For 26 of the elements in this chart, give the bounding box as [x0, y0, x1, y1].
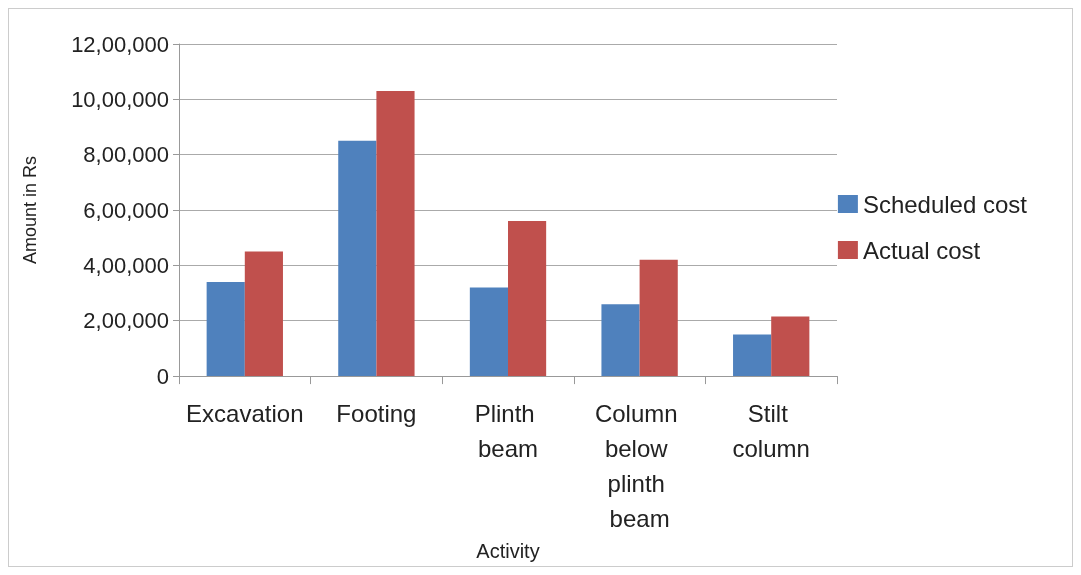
y-tick-label: 10,00,000 [71, 86, 169, 112]
legend-label: Actual cost [862, 236, 981, 264]
x-tick-label: Stilt column [732, 400, 810, 463]
bar [338, 140, 377, 377]
x-tick-label: Plinth beam [474, 400, 542, 463]
x-tick-label: Column below plinth beam [594, 400, 685, 533]
bar [244, 251, 283, 377]
y-tick-label: 6,00,000 [83, 197, 169, 223]
bar [601, 304, 640, 377]
y-tick-label: 0 [156, 363, 169, 389]
y-tick-label: 2,00,000 [83, 308, 169, 334]
x-axis-title: Activity [476, 540, 540, 562]
x-tick-label: Footing [336, 400, 417, 428]
bar [469, 287, 508, 377]
bar [206, 282, 245, 377]
y-axis-title: Amount in Rs [20, 156, 40, 265]
bar [508, 221, 547, 377]
bar [733, 334, 772, 377]
legend-label: Scheduled cost [862, 190, 1028, 218]
bar [376, 91, 415, 377]
bar [771, 316, 810, 377]
y-tick-label: 8,00,000 [83, 142, 169, 168]
y-tick-label: 12,00,000 [71, 31, 169, 57]
bar [639, 259, 678, 377]
x-tick-label: Excavation [186, 400, 304, 428]
y-tick-label: 4,00,000 [83, 252, 169, 278]
